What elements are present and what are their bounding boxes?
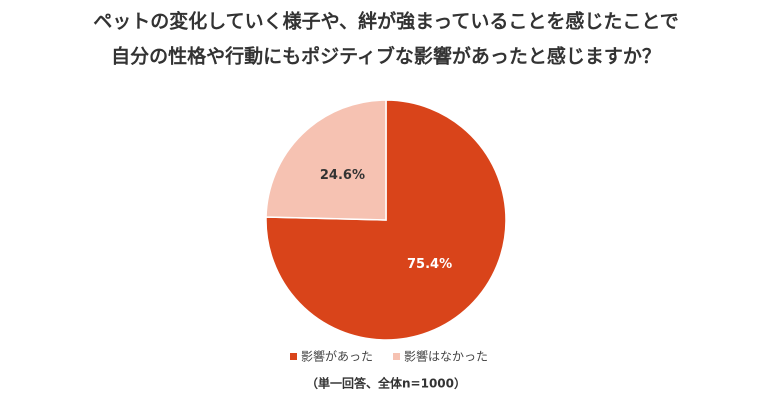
note: （単一回答、全体n=1000）	[306, 376, 466, 391]
pie-slice	[265, 99, 387, 221]
legend-swatch	[290, 353, 297, 360]
legend-label: 影響はなかった	[404, 349, 488, 364]
chart-title: 自分の性格や行動にもポジティブな影響があったと感じますか？	[111, 45, 661, 68]
data-label: 24.6%	[320, 168, 365, 183]
chart-title: ペットの変化していく様子や、絆が強まっていることを感じたことで	[93, 10, 679, 33]
data-label: 75.4%	[407, 257, 452, 272]
legend-swatch	[393, 353, 401, 360]
legend-label: 影響があった	[301, 349, 373, 364]
